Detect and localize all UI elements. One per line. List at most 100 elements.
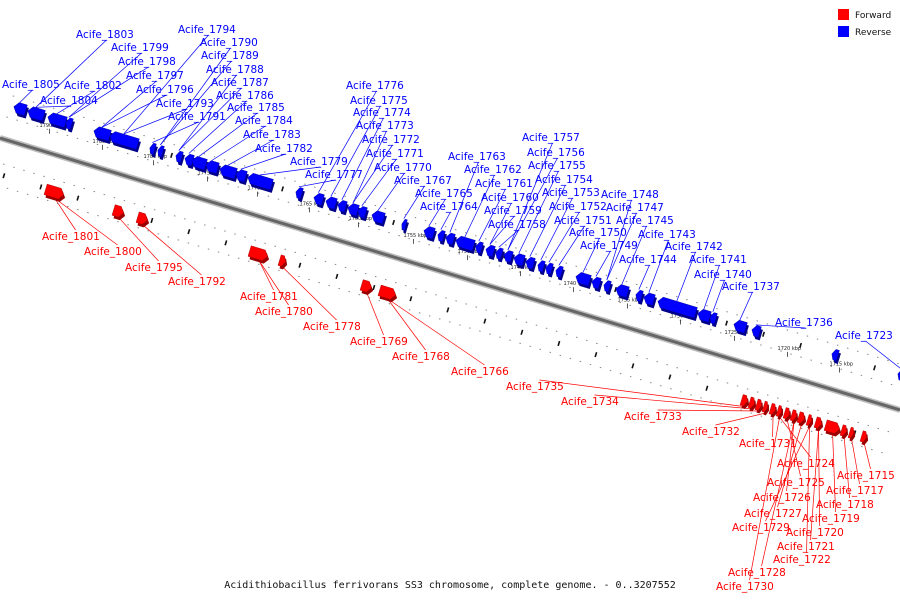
gene-label[interactable]: Acife_1723 — [835, 330, 893, 342]
gene-label[interactable]: Acife_1765 — [415, 188, 473, 200]
forward-gene[interactable] — [805, 414, 814, 429]
gene-label[interactable]: Acife_1722 — [773, 554, 831, 566]
reverse-gene[interactable] — [109, 131, 141, 153]
gene-label[interactable]: Acife_1803 — [76, 29, 134, 41]
gene-label[interactable]: Acife_1794 — [178, 24, 236, 36]
gene-label[interactable]: Acife_1736 — [775, 317, 833, 329]
reverse-gene[interactable] — [555, 265, 565, 281]
forward-gene[interactable] — [739, 394, 750, 410]
gene-label[interactable]: Acife_1743 — [638, 229, 696, 241]
gene-label[interactable]: Acife_1798 — [118, 56, 176, 68]
gene-label[interactable]: Acife_1769 — [350, 336, 408, 348]
gene-label[interactable]: Acife_1784 — [235, 115, 293, 127]
reverse-gene[interactable] — [423, 226, 437, 242]
reverse-gene[interactable] — [219, 164, 239, 183]
gene-label[interactable]: Acife_1789 — [201, 50, 259, 62]
gene-label[interactable]: Acife_1774 — [353, 107, 411, 119]
gene-label[interactable]: Acife_1721 — [777, 541, 835, 553]
reverse-gene[interactable] — [295, 187, 305, 202]
gene-label[interactable]: Acife_1719 — [802, 513, 860, 525]
reverse-gene[interactable] — [751, 325, 763, 341]
gene-label[interactable]: Acife_1756 — [527, 147, 585, 159]
gene-label[interactable]: Acife_1786 — [216, 90, 274, 102]
gene-label[interactable]: Acife_1737 — [722, 281, 780, 293]
reverse-gene[interactable] — [733, 319, 749, 337]
gene-label[interactable]: Acife_1744 — [619, 254, 677, 266]
gene-label[interactable]: Acife_1742 — [665, 241, 723, 253]
gene-label[interactable]: Acife_1735 — [506, 381, 564, 393]
reverse-gene[interactable] — [657, 296, 699, 322]
forward-gene[interactable] — [839, 424, 849, 440]
forward-gene[interactable] — [754, 398, 764, 414]
gene-label[interactable]: Acife_1800 — [84, 246, 142, 258]
gene-label[interactable]: Acife_1781 — [240, 291, 298, 303]
reverse-gene[interactable] — [313, 193, 326, 209]
gene-label[interactable]: Acife_1728 — [728, 567, 786, 579]
forward-gene[interactable] — [768, 402, 778, 418]
gene-label[interactable]: Acife_1750 — [569, 227, 627, 239]
reverse-gene[interactable] — [513, 253, 527, 270]
forward-gene[interactable] — [359, 279, 374, 296]
forward-gene[interactable] — [277, 254, 288, 270]
gene-label[interactable]: Acife_1759 — [484, 205, 542, 217]
gene-label[interactable]: Acife_1771 — [366, 148, 424, 160]
gene-label[interactable]: Acife_1724 — [777, 458, 835, 470]
gene-label[interactable]: Acife_1720 — [786, 527, 844, 539]
gene-label[interactable]: Acife_1733 — [624, 411, 682, 423]
reverse-gene[interactable] — [93, 126, 113, 144]
reverse-gene[interactable] — [591, 276, 603, 293]
reverse-gene[interactable] — [235, 169, 249, 186]
reverse-gene[interactable] — [495, 247, 505, 263]
reverse-gene[interactable] — [709, 312, 719, 328]
gene-label[interactable]: Acife_1717 — [826, 485, 884, 497]
gene-label[interactable]: Acife_1793 — [156, 98, 214, 110]
forward-gene[interactable] — [247, 245, 270, 264]
gene-label[interactable]: Acife_1788 — [206, 64, 264, 76]
gene-label[interactable]: Acife_1777 — [305, 169, 363, 181]
gene-label[interactable]: Acife_1752 — [549, 201, 607, 213]
gene-label[interactable]: Acife_1745 — [616, 215, 674, 227]
gene-label[interactable]: Acife_1740 — [694, 269, 752, 281]
forward-gene[interactable] — [823, 419, 842, 437]
reverse-gene[interactable] — [437, 230, 447, 245]
forward-gene[interactable] — [135, 211, 150, 228]
reverse-gene[interactable] — [485, 244, 497, 260]
gene-label[interactable]: Acife_1754 — [535, 174, 593, 186]
forward-gene[interactable] — [111, 204, 126, 221]
gene-label[interactable]: Acife_1795 — [125, 262, 183, 274]
gene-label[interactable]: Acife_1783 — [243, 129, 301, 141]
forward-gene[interactable] — [747, 396, 757, 412]
gene-label[interactable]: Acife_1731 — [739, 438, 797, 450]
forward-gene[interactable] — [377, 284, 398, 303]
forward-gene[interactable] — [847, 426, 856, 442]
forward-gene[interactable] — [789, 409, 799, 424]
gene-label[interactable]: Acife_1804 — [40, 95, 98, 107]
reverse-gene[interactable] — [615, 284, 631, 301]
gene-label[interactable]: Acife_1741 — [689, 254, 747, 266]
reverse-gene[interactable] — [247, 173, 275, 193]
reverse-gene[interactable] — [149, 142, 158, 158]
gene-label[interactable]: Acife_1734 — [561, 396, 619, 408]
gene-label[interactable]: Acife_1768 — [392, 351, 450, 363]
reverse-gene[interactable] — [401, 218, 409, 234]
reverse-gene[interactable] — [13, 102, 29, 119]
reverse-gene[interactable] — [831, 349, 841, 364]
reverse-gene[interactable] — [325, 196, 339, 213]
gene-label[interactable]: Acife_1764 — [420, 201, 478, 213]
gene-label[interactable]: Acife_1755 — [528, 160, 586, 172]
gene-label[interactable]: Acife_1772 — [362, 134, 420, 146]
reverse-gene[interactable] — [205, 160, 221, 177]
gene-label[interactable]: Acife_1762 — [464, 164, 522, 176]
reverse-gene[interactable] — [697, 309, 713, 326]
gene-label[interactable]: Acife_1792 — [168, 276, 226, 288]
gene-label[interactable]: Acife_1802 — [64, 80, 122, 92]
gene-label[interactable]: Acife_1725 — [767, 477, 825, 489]
gene-label[interactable]: Acife_1787 — [211, 77, 269, 89]
gene-label[interactable]: Acife_1780 — [255, 306, 313, 318]
gene-label[interactable]: Acife_1779 — [290, 156, 348, 168]
gene-label[interactable]: Acife_1782 — [255, 143, 313, 155]
reverse-gene[interactable] — [371, 210, 387, 227]
gene-label[interactable]: Acife_1790 — [200, 37, 258, 49]
gene-label[interactable]: Acife_1758 — [488, 219, 546, 231]
reverse-gene[interactable] — [643, 292, 657, 309]
